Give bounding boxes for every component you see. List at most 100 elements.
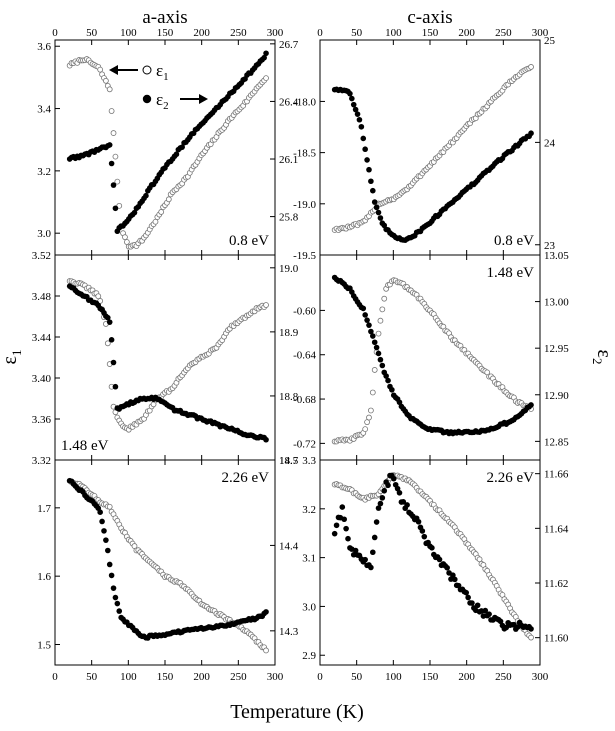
- data-point: [379, 362, 386, 369]
- panel-a-axis-2.26eV: 0 50 100 150 200 250 300 1.5 1.6 1.7 14.3 14.4 14.5 2…: [37, 455, 299, 683]
- x-tick-label-bottom: 250: [230, 671, 247, 683]
- data-point: [383, 373, 389, 379]
- data-point: [263, 75, 269, 82]
- x-axis-label: Temperature (K): [230, 701, 364, 723]
- x-tick-label-bottom: 100: [385, 671, 402, 683]
- data-point: [421, 533, 428, 540]
- y-tick-label-right: 14.4: [279, 540, 299, 552]
- y-tick-label-left: -0.60: [293, 305, 316, 317]
- data-point: [349, 95, 355, 102]
- y-tick-label-left: 3.0: [37, 228, 51, 240]
- data-point: [373, 344, 380, 351]
- series-eps2: [66, 50, 269, 235]
- series-eps2: [331, 472, 534, 632]
- x-tick-label-bottom: 200: [193, 671, 210, 683]
- y-tick-label-left: 3.36: [32, 414, 52, 426]
- y-tick-label-left: 3.44: [32, 332, 52, 344]
- data-point: [415, 518, 422, 525]
- y-tick-label-right: 12.85: [544, 436, 569, 448]
- y-tick-label-left: -18.0: [293, 96, 316, 108]
- y-tick-label-left: 3.32: [32, 455, 51, 467]
- data-point: [106, 142, 113, 148]
- data-point: [366, 414, 372, 421]
- data-point: [419, 528, 426, 534]
- y-tick-label-left: 3.6: [37, 41, 51, 53]
- data-point: [360, 135, 367, 142]
- data-point: [261, 54, 267, 61]
- left-axis-label-sub: 1: [9, 350, 24, 357]
- data-point: [368, 564, 374, 571]
- data-point: [364, 157, 370, 163]
- data-point: [110, 359, 117, 366]
- data-point: [362, 146, 368, 153]
- x-tick-label-top: 300: [532, 27, 549, 39]
- x-tick-label-top: 100: [120, 27, 137, 39]
- y-tick-label-right: 14.3: [279, 626, 299, 638]
- photon-energy-label: 2.26 eV: [487, 470, 535, 486]
- data-point: [106, 86, 113, 93]
- data-point: [528, 626, 534, 632]
- y-tick-label-left: -18.5: [293, 148, 316, 160]
- data-point: [451, 576, 458, 583]
- y-tick-label-right: 11.60: [544, 633, 569, 645]
- legend-label-eps1-main: ε: [156, 61, 163, 80]
- data-point: [110, 130, 117, 136]
- data-point: [263, 609, 269, 615]
- data-point: [112, 594, 119, 601]
- data-point: [370, 187, 376, 194]
- data-point: [352, 106, 359, 113]
- data-point: [165, 196, 172, 203]
- data-point: [368, 178, 374, 185]
- data-point: [122, 234, 128, 241]
- y-tick-label-left: 3.1: [302, 553, 316, 565]
- series-eps2: [331, 274, 534, 437]
- y-tick-label-left: 3.4: [37, 104, 51, 116]
- data-point: [366, 166, 372, 173]
- data-point: [131, 209, 138, 216]
- y-tick-label-right: 13.00: [544, 297, 569, 309]
- data-point: [112, 153, 119, 160]
- data-point: [528, 402, 534, 408]
- photon-energy-label: 2.26 eV: [222, 470, 270, 486]
- data-point: [333, 522, 340, 529]
- data-point: [173, 151, 180, 158]
- x-tick-label-top: 0: [317, 27, 323, 39]
- y-tick-label-right: 26.1: [279, 154, 298, 166]
- legend: ε1 ε2: [109, 61, 208, 112]
- x-tick-label-bottom: 100: [120, 671, 137, 683]
- data-point: [263, 647, 269, 654]
- series-eps2: [331, 86, 534, 243]
- y-tick-label-left: -19.5: [293, 250, 316, 262]
- x-tick-label-bottom: 250: [495, 671, 512, 683]
- legend-label-eps2-sub: 2: [163, 100, 169, 112]
- data-point: [385, 482, 391, 489]
- data-point: [108, 572, 115, 579]
- y-tick-label-left: -0.68: [293, 394, 316, 406]
- data-point: [450, 572, 456, 579]
- y-tick-label-left: 3.40: [32, 373, 52, 385]
- data-point: [373, 204, 380, 211]
- panel-c-axis-1.48eV: -0.72 -0.68 -0.64 -0.60 12.85 12.90 12.95 13.00…: [293, 250, 569, 461]
- x-tick-label-top: 300: [267, 27, 284, 39]
- data-point: [179, 144, 185, 150]
- y-tick-label-right: 11.66: [544, 469, 569, 481]
- data-point: [528, 130, 534, 137]
- y-tick-label-left: 2.9: [302, 650, 316, 662]
- data-point: [371, 367, 378, 373]
- data-point: [389, 386, 395, 393]
- legend-label-eps1-sub: 1: [163, 71, 169, 83]
- y-tick-label-left: 3.3: [302, 455, 316, 467]
- data-point: [362, 556, 368, 563]
- y-tick-label-left: 3.2: [302, 504, 316, 516]
- x-tick-label-bottom: 300: [532, 671, 549, 683]
- y-tick-label-right: 13.05: [544, 250, 569, 262]
- x-tick-label-bottom: 0: [52, 671, 58, 683]
- series-eps2: [66, 283, 269, 443]
- x-tick-label-bottom: 300: [267, 671, 284, 683]
- data-point: [97, 66, 104, 73]
- legend-label-eps2-main: ε: [156, 90, 163, 109]
- x-tick-label-bottom: 0: [317, 671, 323, 683]
- x-tick-label-bottom: 150: [157, 671, 174, 683]
- y-tick-label-right: 12.90: [544, 390, 569, 402]
